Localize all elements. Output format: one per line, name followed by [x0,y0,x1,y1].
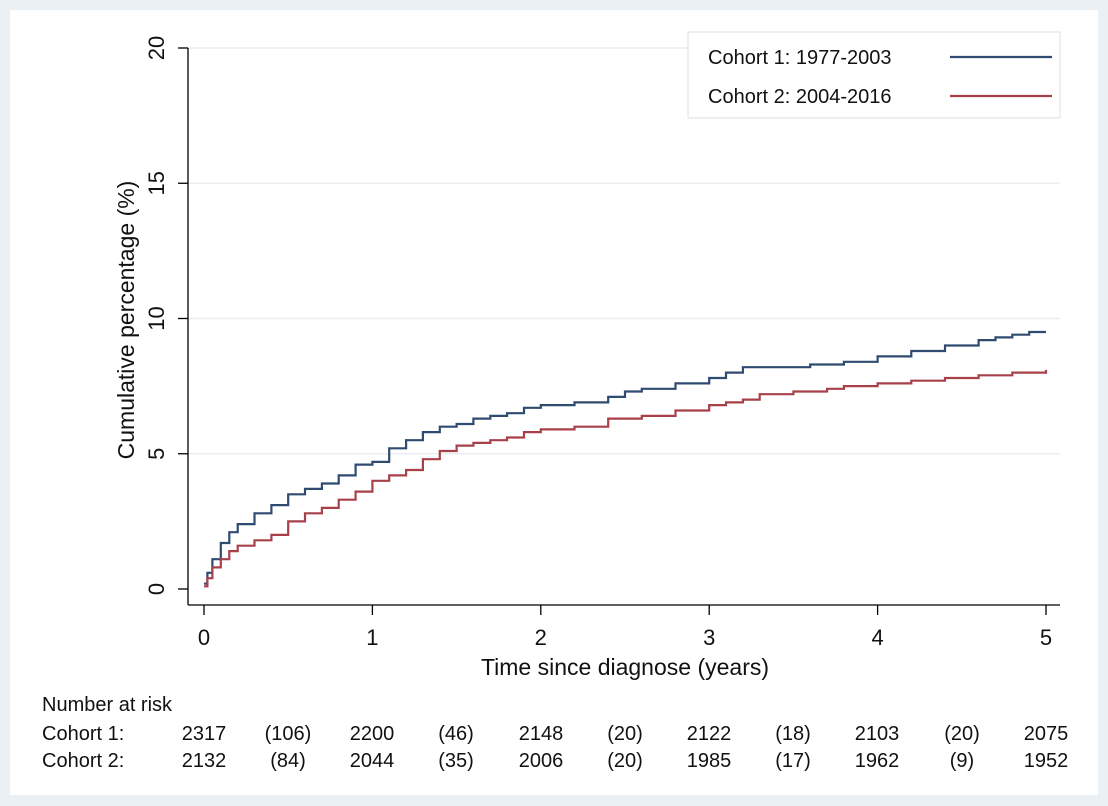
axes: 0 5 10 15 20 0 1 2 3 4 5 [144,36,1060,650]
risk-table: Number at risk Cohort 1: Cohort 2: 2317 (… [42,694,1068,772]
y-tick-label: 10 [144,306,169,330]
risk-value-cohort-1: 2075 [1024,723,1069,745]
x-tick-label: 4 [871,625,883,650]
risk-value-cohort-2: (35) [438,750,474,772]
risk-value-cohort-1: (20) [607,723,643,745]
x-tick-label: 1 [366,625,378,650]
risk-table-values: 2317 (106) 2200 (46) 2148 (20) 2122 (18) 2103 (20… [182,723,1069,772]
risk-row-label-cohort-1: Cohort 1: [42,723,124,745]
risk-value-cohort-2: 2132 [182,750,227,772]
risk-value-cohort-1: (46) [438,723,474,745]
risk-value-cohort-1: (18) [775,723,811,745]
risk-value-cohort-1: 2122 [687,723,732,745]
legend: Cohort 1: 1977-2003 Cohort 2: 2004-2016 [687,31,1061,119]
y-axis-label: Cumulative percentage (%) [113,181,139,460]
risk-value-cohort-2: (9) [950,750,974,772]
risk-value-cohort-2: (17) [775,750,811,772]
risk-value-cohort-1: (20) [944,723,980,745]
risk-value-cohort-1: 2317 [182,723,227,745]
risk-value-cohort-1: 2200 [350,723,395,745]
legend-label-cohort-1: Cohort 1: 1977-2003 [708,47,891,69]
risk-value-cohort-1: 2148 [519,723,564,745]
risk-value-cohort-2: (84) [270,750,306,772]
y-tick-label: 5 [144,448,169,460]
y-tick-label: 20 [144,36,169,60]
legend-label-cohort-2: Cohort 2: 2004-2016 [708,86,891,108]
series-line-cohort-2 [204,369,1048,588]
risk-value-cohort-2: 1985 [687,750,732,772]
risk-value-cohort-2: 1962 [855,750,900,772]
x-tick-label: 5 [1040,625,1052,650]
y-tick-label: 0 [144,583,169,595]
legend-box [687,31,1061,119]
series-line-cohort-1 [204,330,1046,585]
risk-value-cohort-1: 2103 [855,723,900,745]
risk-table-title: Number at risk [42,694,173,716]
chart-background [10,10,1098,795]
risk-value-cohort-2: 1952 [1024,750,1069,772]
risk-value-cohort-2: 2044 [350,750,395,772]
series-lines [204,330,1048,588]
risk-value-cohort-2: (20) [607,750,643,772]
y-tick-label: 15 [144,171,169,195]
x-tick-label: 0 [198,625,210,650]
x-tick-label: 3 [703,625,715,650]
grid-lines [188,47,1060,455]
risk-value-cohort-1: (106) [265,723,312,745]
risk-value-cohort-2: 2006 [519,750,564,772]
risk-row-label-cohort-2: Cohort 2: [42,750,124,772]
x-axis-label: Time since diagnose (years) [481,654,769,680]
x-tick-label: 2 [535,625,547,650]
